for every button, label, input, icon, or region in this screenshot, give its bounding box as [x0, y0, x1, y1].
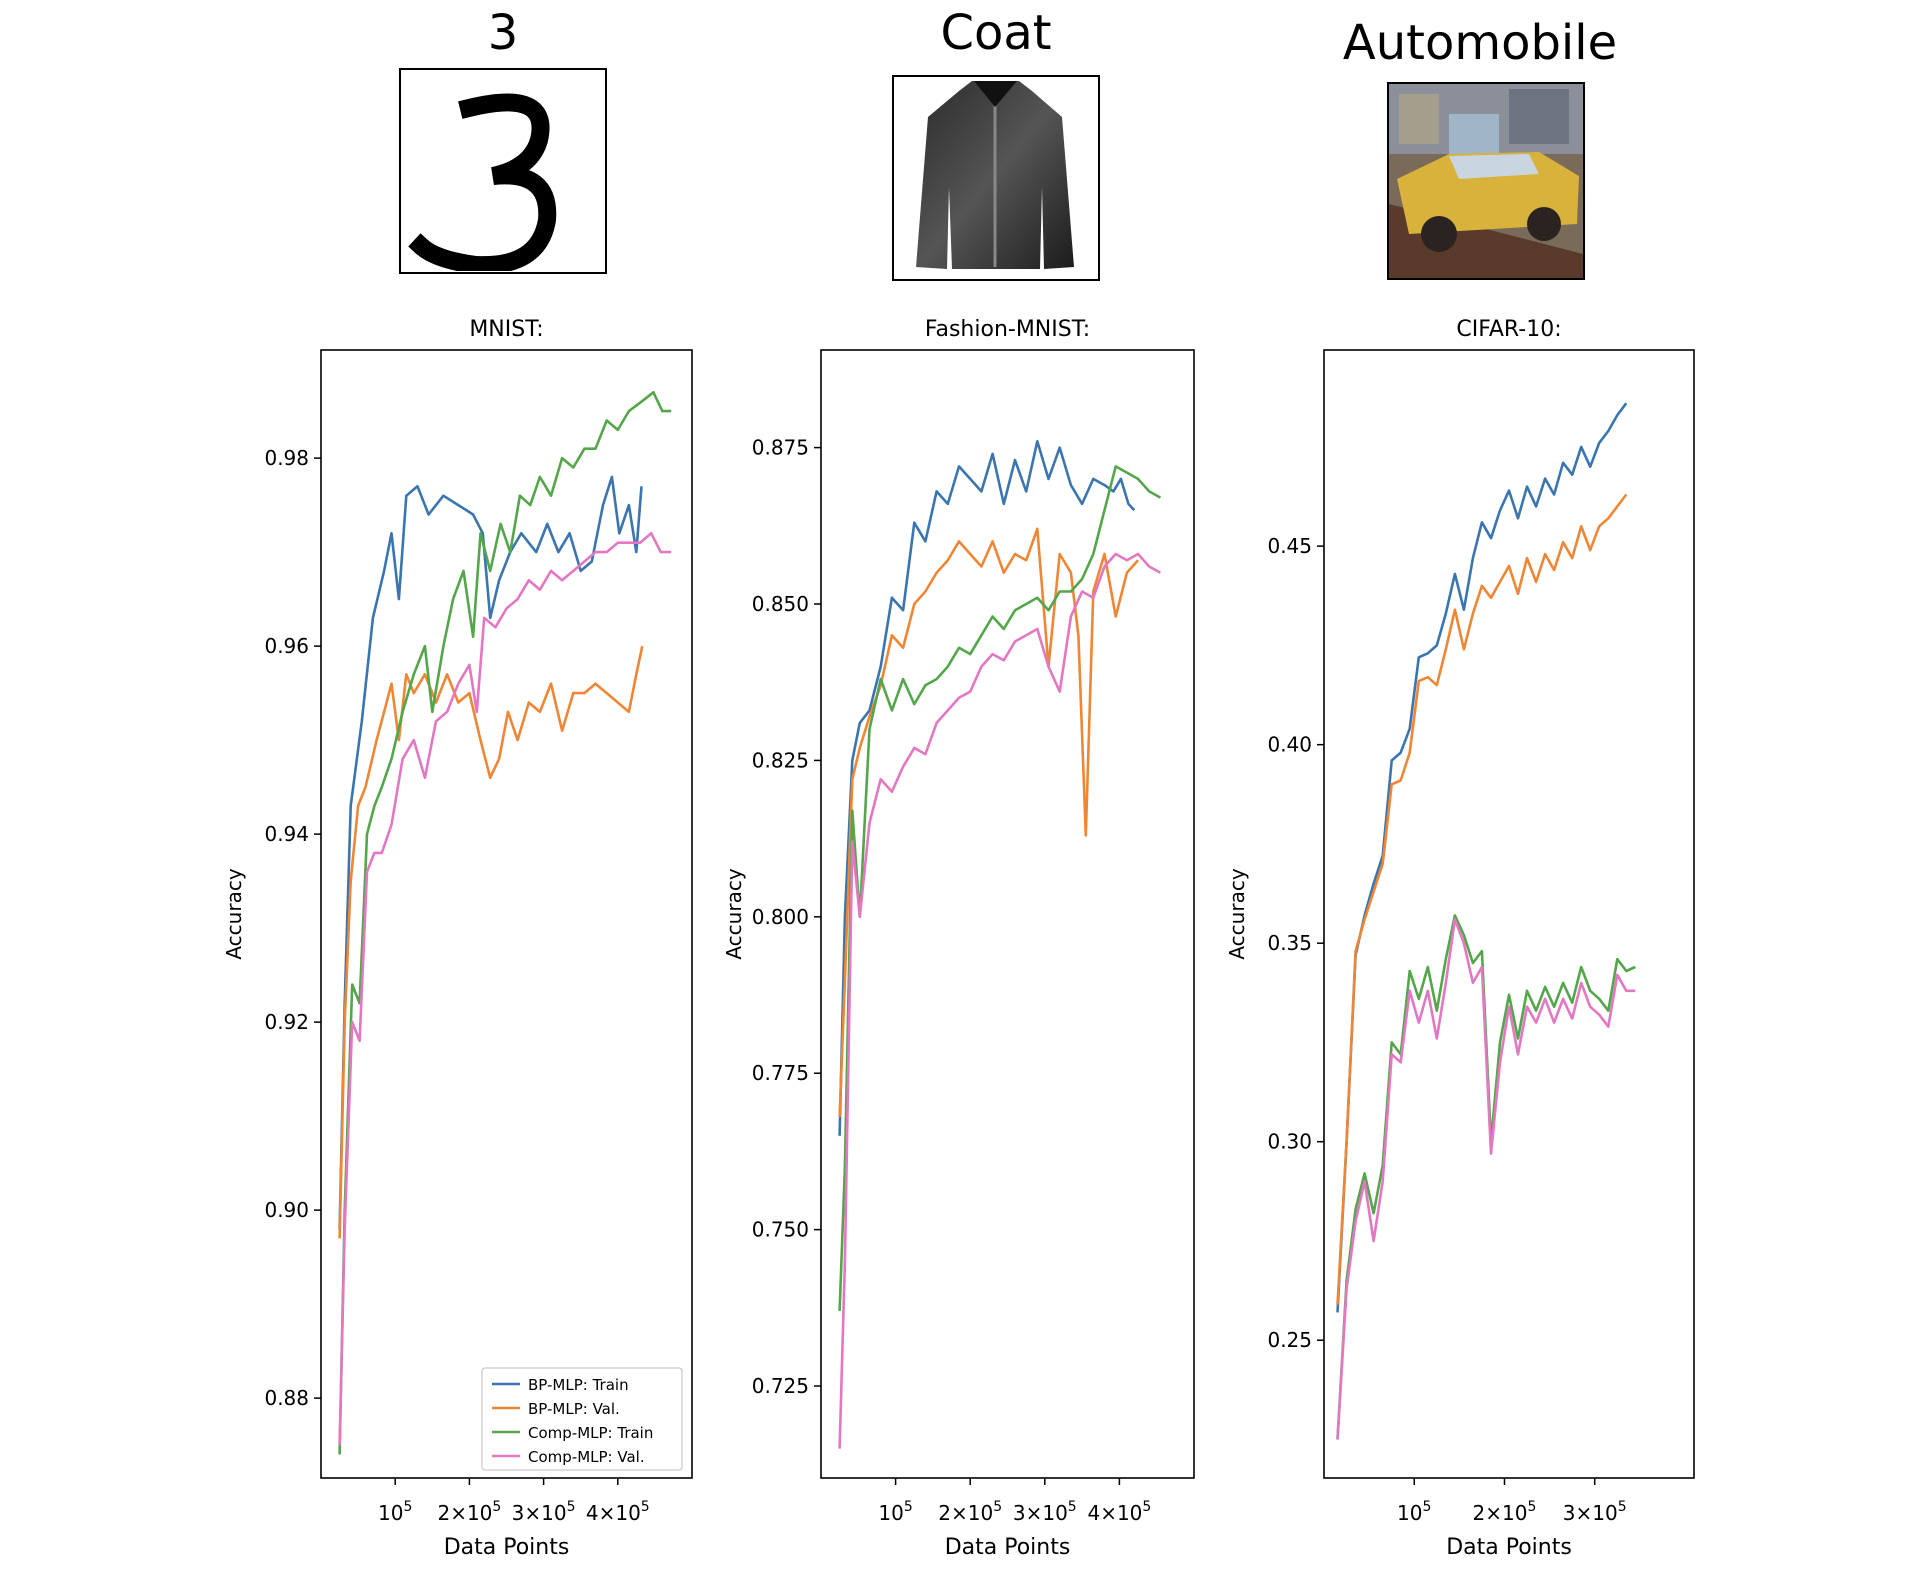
x-tick-label-mnist: 105 [378, 1499, 412, 1525]
x-tick-label-mnist: 4×105 [586, 1499, 650, 1525]
y-tick-label-fashion: 0.825 [752, 748, 809, 772]
x-tick-label-fashion: 2×105 [938, 1499, 1002, 1525]
y-tick-label-cifar: 0.30 [1267, 1130, 1312, 1154]
y-tick-label-fashion: 0.800 [752, 905, 809, 929]
legend-label-bp_val: BP-MLP: Val. [528, 1400, 620, 1418]
legend-label-comp_train: Comp-MLP: Train [528, 1424, 653, 1442]
plot-frame-fashion [820, 349, 1195, 1479]
automobile-icon [1389, 84, 1583, 278]
y-tick-label-fashion: 0.875 [752, 436, 809, 460]
cifar-automobile-image [1387, 82, 1585, 280]
y-axis-label-fashion: Accuracy [722, 868, 746, 959]
y-tick-label-mnist: 0.96 [264, 634, 309, 658]
series-line-comp_val-mnist [338, 532, 672, 1446]
y-tick-label-fashion: 0.725 [752, 1374, 809, 1398]
y-axis-label-cifar: Accuracy [1225, 868, 1249, 959]
chart-mnist: MNIST: 0.88 0.90 0.92 0.94 0.96 0.98 105 2×105 3×… [222, 317, 693, 1560]
mnist-digit-image [399, 68, 607, 274]
chart-title-mnist: MNIST: [469, 317, 543, 342]
series-line-comp_train-mnist [338, 391, 672, 1455]
x-axis-label-fashion: Data Points [945, 1535, 1071, 1560]
x-tick-label-fashion: 4×105 [1087, 1499, 1151, 1525]
plot-frame-cifar [1323, 349, 1695, 1479]
x-axis-label-mnist: Data Points [444, 1535, 570, 1560]
series-line-comp_val-cifar [1336, 918, 1636, 1440]
y-tick-label-fashion: 0.750 [752, 1218, 809, 1242]
legend-label-comp_val: Comp-MLP: Val. [528, 1448, 645, 1466]
y-tick-label-fashion: 0.850 [752, 592, 809, 616]
coat-icon [916, 81, 1074, 269]
series-line-comp_train-fashion [838, 465, 1162, 1312]
chart-title-fashion: Fashion-MNIST: [925, 317, 1090, 342]
chart-title-cifar: CIFAR-10: [1456, 317, 1561, 342]
series-line-comp_val-fashion [838, 552, 1162, 1449]
series-line-bp_train-mnist [338, 475, 643, 1229]
digit-three-icon [408, 93, 557, 272]
legend-box [481, 1367, 683, 1471]
thumbnail-title-mnist: 3 [487, 5, 519, 61]
y-tick-label-mnist: 0.88 [264, 1386, 309, 1410]
series-line-bp_train-cifar [1336, 402, 1628, 1313]
y-tick-label-cifar: 0.35 [1267, 931, 1312, 955]
chart-cifar: CIFAR-10: 0.25 0.30 0.35 0.40 0.45 105 2×105 3×1… [1225, 317, 1695, 1560]
x-tick-label-cifar: 105 [1397, 1499, 1431, 1525]
x-tick-label-fashion: 3×105 [1013, 1499, 1077, 1525]
series-line-bp_val-fashion [838, 527, 1139, 1118]
y-tick-label-mnist: 0.92 [264, 1010, 309, 1034]
x-tick-label-cifar: 3×105 [1563, 1499, 1627, 1525]
plot-frame-mnist [320, 349, 693, 1479]
series-line-bp_val-mnist [338, 645, 644, 1239]
y-tick-label-cifar: 0.25 [1267, 1328, 1312, 1352]
thumbnail-title-fashion: Coat [940, 5, 1052, 61]
fashion-coat-image [892, 75, 1100, 281]
thumbnail-title-cifar: Automobile [1342, 15, 1618, 71]
x-tick-label-mnist: 2×105 [437, 1499, 501, 1525]
y-tick-label-mnist: 0.90 [264, 1198, 309, 1222]
series-line-bp_val-cifar [1336, 493, 1628, 1305]
x-tick-label-fashion: 105 [878, 1499, 912, 1525]
series-line-bp_train-fashion [838, 440, 1136, 1136]
x-tick-label-cifar: 2×105 [1473, 1499, 1537, 1525]
x-axis-label-cifar: Data Points [1446, 1535, 1572, 1560]
y-tick-label-cifar: 0.45 [1267, 534, 1312, 558]
y-tick-label-cifar: 0.40 [1267, 733, 1312, 757]
y-tick-label-fashion: 0.775 [752, 1061, 809, 1085]
y-tick-label-mnist: 0.94 [264, 822, 309, 846]
legend-label-bp_train: BP-MLP: Train [528, 1376, 629, 1394]
y-axis-label-mnist: Accuracy [222, 868, 246, 959]
x-tick-label-mnist: 3×105 [512, 1499, 576, 1525]
y-tick-label-mnist: 0.98 [264, 446, 309, 470]
chart-fashion: Fashion-MNIST: 0.725 0.750 0.775 0.800 0.825 0… [722, 317, 1195, 1560]
